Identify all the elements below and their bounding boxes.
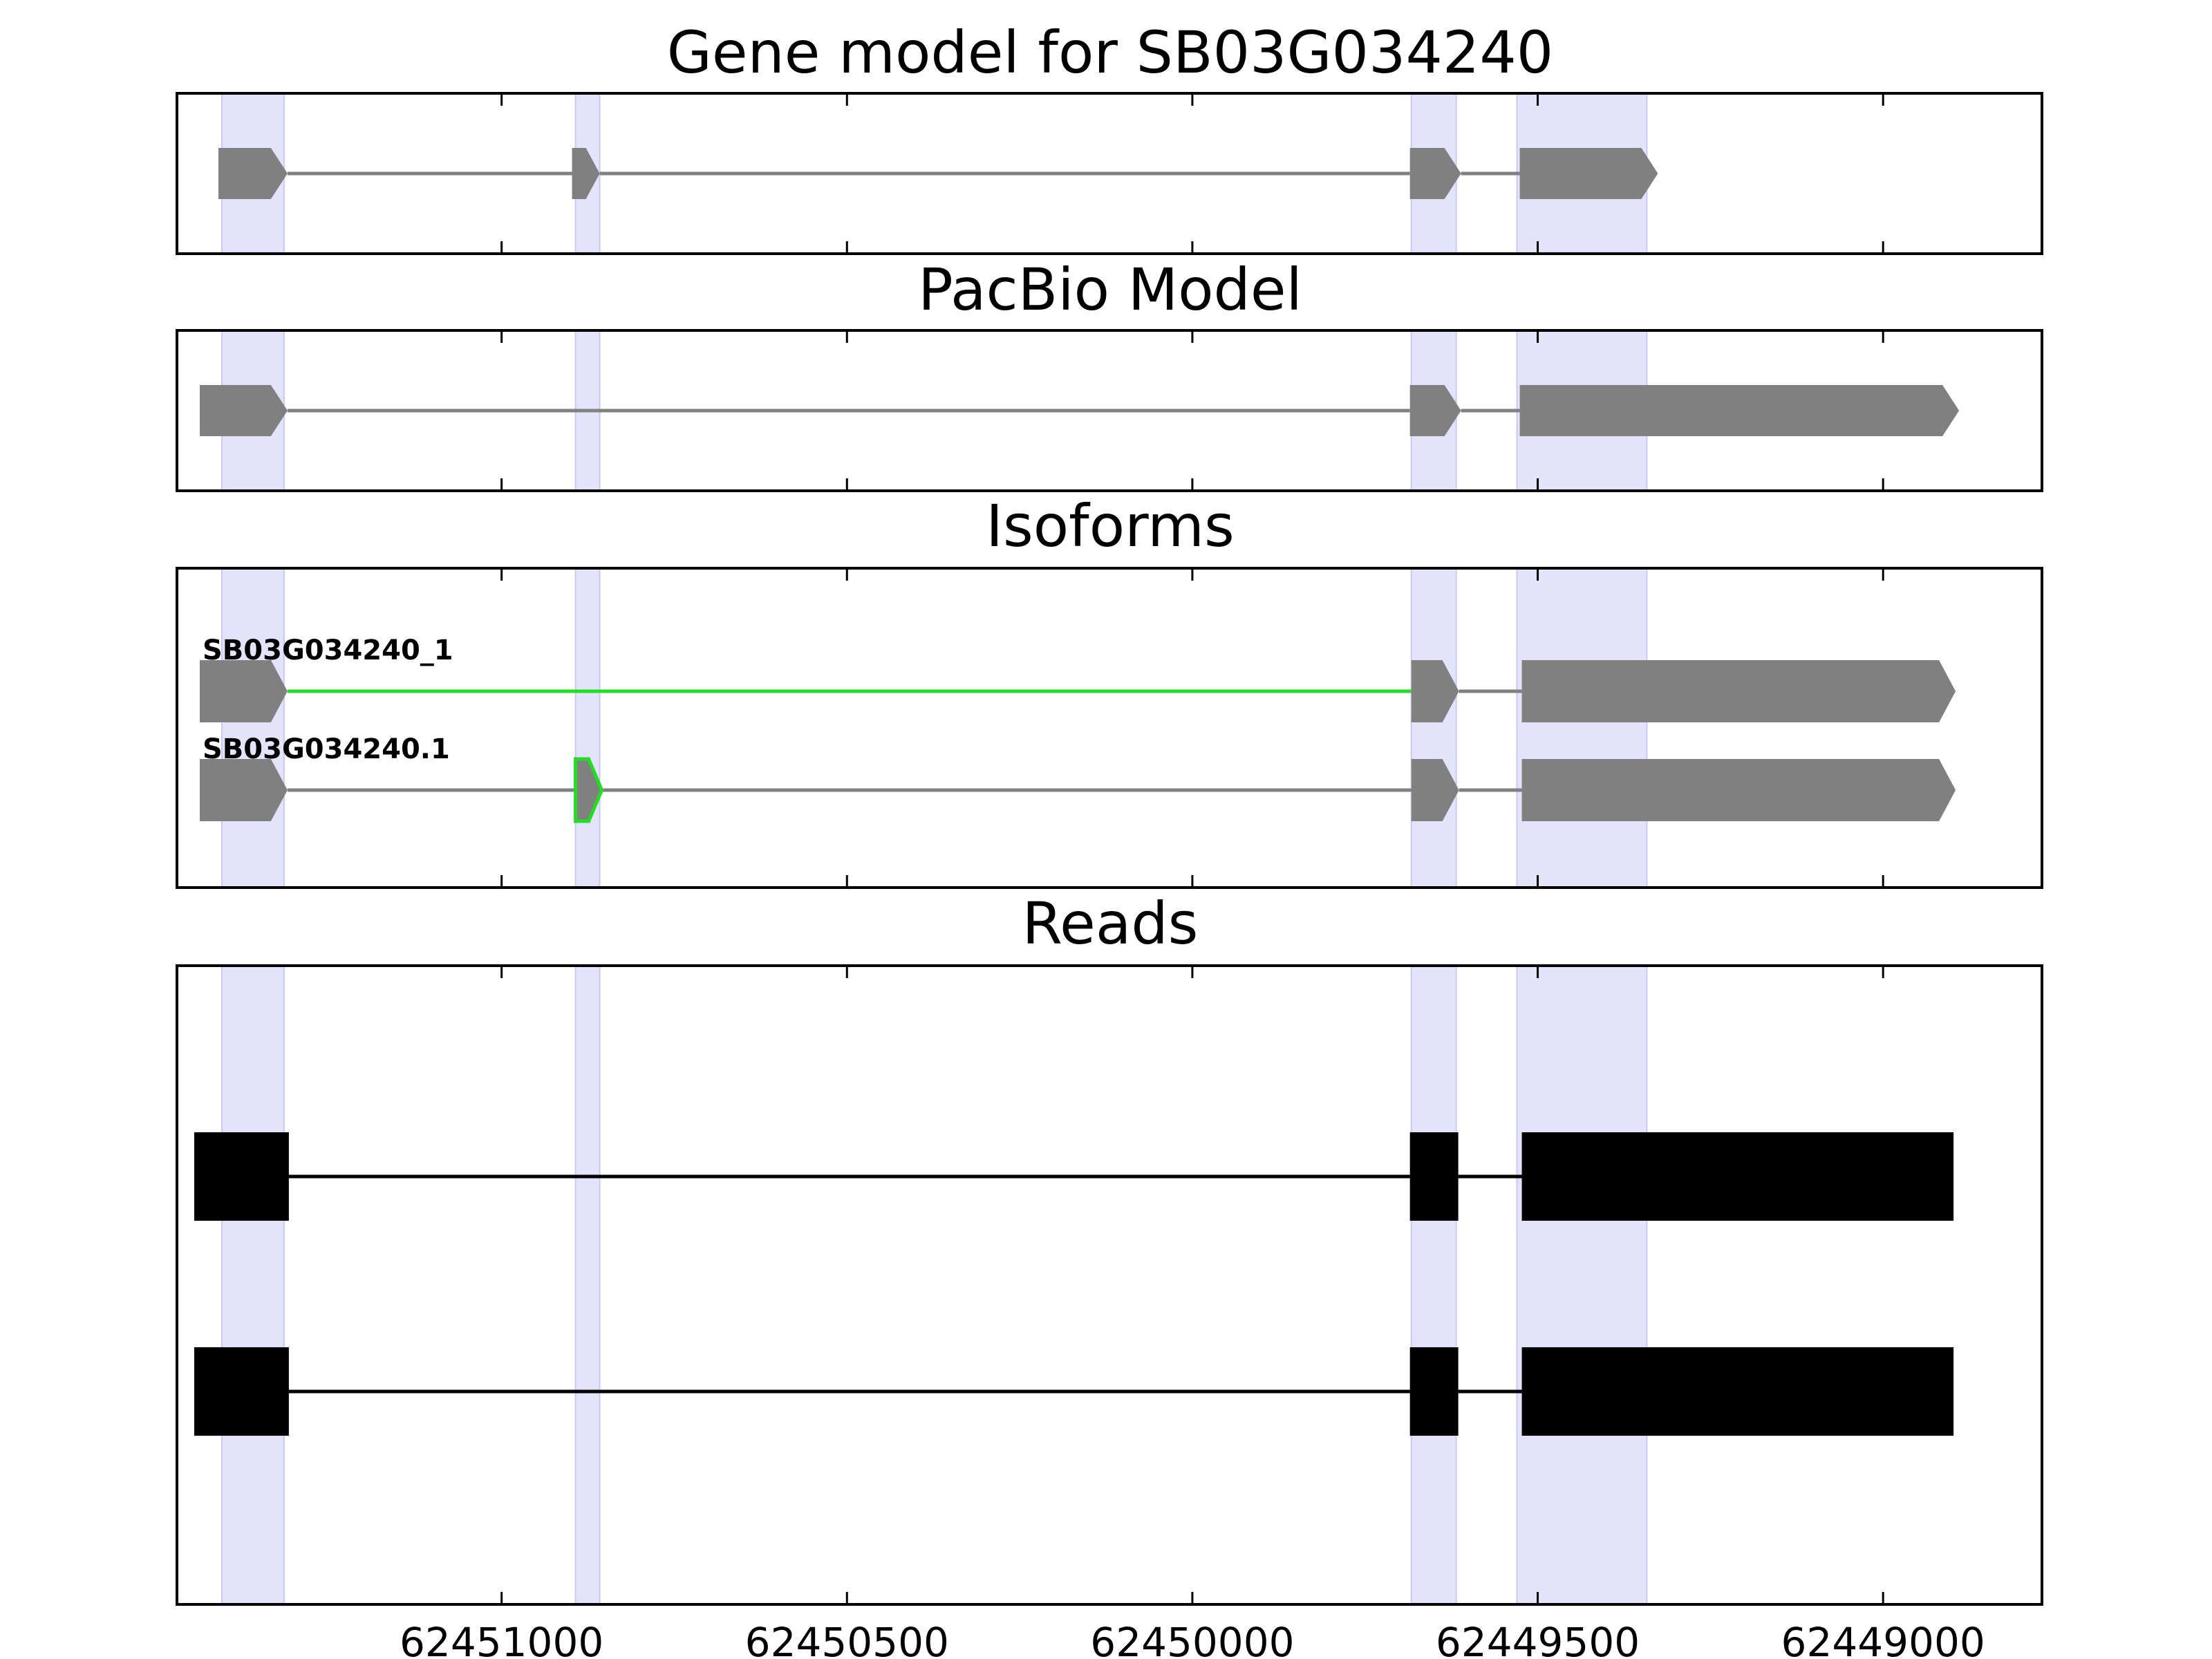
read-block: [194, 1132, 289, 1221]
read-block: [194, 1347, 289, 1436]
exon: [1409, 148, 1461, 199]
x-tick-label: 62450000: [1090, 1619, 1294, 1659]
exon: [199, 660, 288, 722]
read-block: [1521, 1347, 1954, 1436]
read-block: [1521, 1132, 1954, 1221]
panel-reads-tracks: [194, 1132, 1954, 1436]
highlight-band: [574, 568, 601, 888]
panel-title-gene-model: Gene model for SB03G034240: [667, 19, 1553, 86]
panel-pacbio-model-frame: [176, 329, 2043, 492]
highlight-band: [574, 965, 601, 1605]
panel-title-pacbio-model: PacBio Model: [918, 256, 1302, 324]
exon: [199, 385, 288, 436]
highlight-band: [221, 568, 285, 888]
panel-isoforms-highlights: [221, 568, 1648, 888]
panel-reads-ticks: [500, 966, 1884, 1604]
read-block: [1409, 1347, 1459, 1436]
highlight-band: [1410, 965, 1457, 1605]
exon: [1411, 759, 1459, 821]
panel-isoforms-tracks: SB03G034240_1 SB03G034240.1: [199, 635, 1956, 823]
highlight-band: [1516, 568, 1648, 888]
read-track: [194, 1132, 1954, 1221]
exon: [1521, 759, 1956, 821]
transcript-track: [199, 385, 1960, 436]
highlight-band: [1516, 965, 1648, 1605]
panel-gene-model-tracks: [218, 148, 1658, 199]
exon: [218, 148, 288, 199]
highlight-band: [221, 965, 285, 1605]
panel-isoforms: Isoforms SB03G034240_1 SB03G034240.1: [176, 492, 2043, 889]
read-block: [1409, 1132, 1459, 1221]
x-tick-label: 62451000: [400, 1619, 603, 1659]
isoform-label: SB03G034240.1: [203, 733, 450, 765]
exon: [199, 759, 288, 821]
panel-gene-model-frame: [176, 92, 2043, 255]
isoform-label: SB03G034240_1: [203, 635, 453, 666]
exon: [1519, 148, 1658, 199]
panel-pacbio-model: PacBio Model: [176, 256, 2043, 492]
panel-gene-model: Gene model for SB03G034240: [176, 19, 2043, 255]
panel-gene-model-ticks: [500, 93, 1884, 254]
transcript-track: [218, 148, 1658, 199]
highlight-band: [1410, 568, 1457, 888]
exon: [1409, 385, 1461, 436]
x-tick-label: 62449500: [1436, 1619, 1640, 1659]
panel-reads-highlights: [221, 965, 1648, 1605]
panel-pacbio-model-ticks: [500, 330, 1884, 491]
exon: [1411, 660, 1459, 722]
panel-reads-frame: [176, 964, 2043, 1606]
transcript-track: SB03G034240.1: [199, 733, 1956, 823]
read-track: [194, 1347, 1954, 1436]
exon: [1521, 660, 1956, 722]
panel-pacbio-model-tracks: [199, 385, 1960, 436]
exon: [1519, 385, 1960, 436]
transcript-track: SB03G034240_1: [199, 635, 1956, 722]
panel-isoforms-ticks: [500, 568, 1884, 888]
panel-isoforms-frame: [176, 567, 2043, 889]
x-tick-label: 62449000: [1781, 1619, 1985, 1659]
panel-title-reads: Reads: [1022, 890, 1199, 957]
x-axis-tick-labels: 62451000 62450500 62450000 62449500 62449000: [400, 1619, 1985, 1659]
panel-reads: Reads: [176, 890, 2043, 1606]
novel-exon: [574, 757, 604, 823]
exon: [572, 148, 600, 199]
panel-title-isoforms: Isoforms: [986, 492, 1235, 560]
x-tick-label: 62450500: [745, 1619, 949, 1659]
